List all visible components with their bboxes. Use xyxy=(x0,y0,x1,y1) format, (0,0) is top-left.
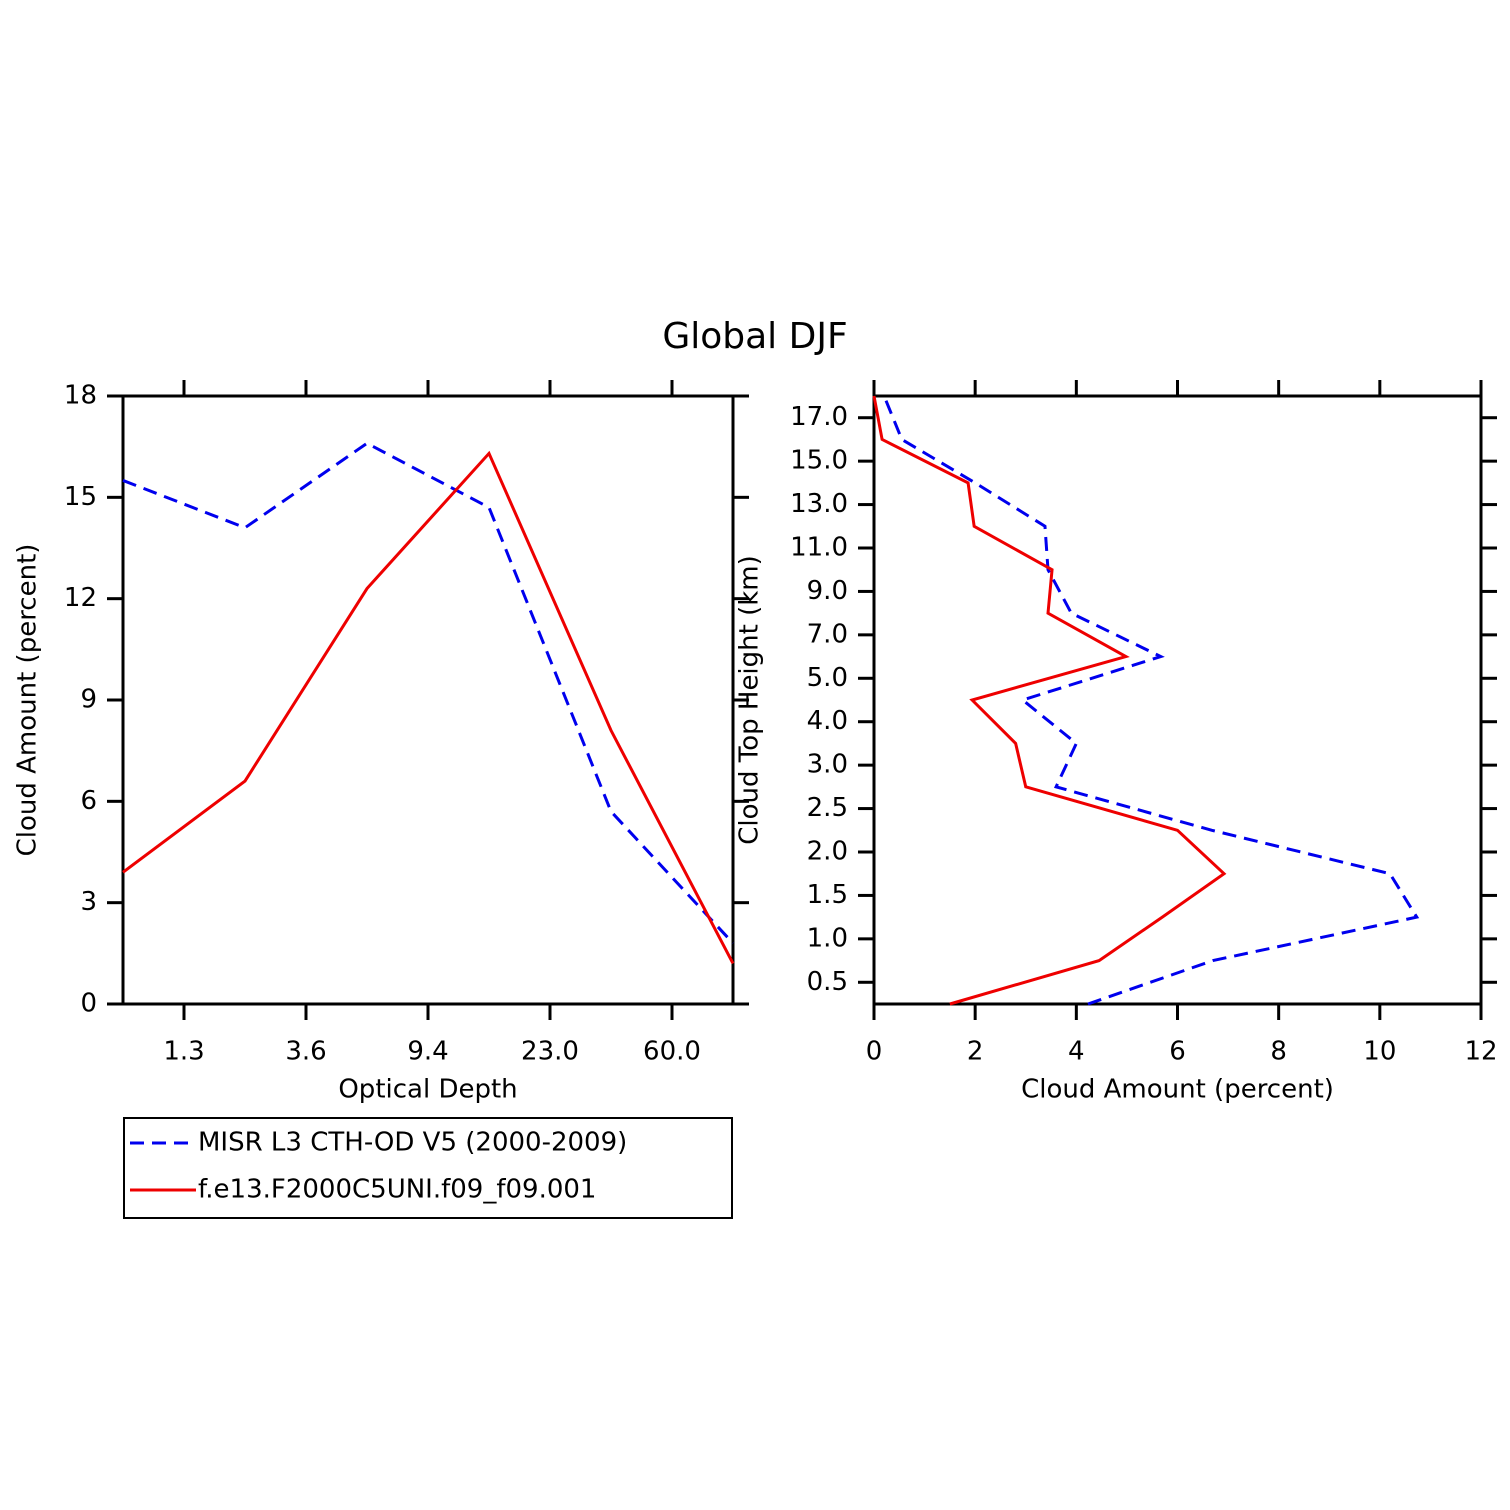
legend-label: f.e13.F2000C5UNI.f09_f09.001 xyxy=(198,1175,596,1205)
legend-box xyxy=(123,1117,733,1219)
y-tick-label: 0 xyxy=(80,989,97,1019)
y-tick-label: 4.0 xyxy=(807,706,848,736)
y-tick-label: 3 xyxy=(80,887,97,917)
y-tick-label: 2.5 xyxy=(807,793,848,823)
y-tick-label: 3.0 xyxy=(807,750,848,780)
plot-frame xyxy=(872,394,1483,1006)
legend-label: MISR L3 CTH-OD V5 (2000-2009) xyxy=(198,1128,627,1158)
x-tick-label: 1.3 xyxy=(163,1037,204,1067)
y-axis-label: Cloud Amount (percent) xyxy=(13,544,43,857)
y-axis-label: Cloud Top Height (km) xyxy=(735,555,765,845)
y-tick-label: 5.0 xyxy=(807,663,848,693)
y-tick-label: 9 xyxy=(80,685,97,715)
y-tick-label: 18 xyxy=(64,381,97,411)
y-tick-label: 13.0 xyxy=(790,489,848,519)
y-tick-label: 7.0 xyxy=(807,619,848,649)
y-tick-label: 9.0 xyxy=(807,576,848,606)
figure-title: Global DJF xyxy=(662,316,847,357)
series-line xyxy=(122,441,735,945)
x-tick-label: 6 xyxy=(1169,1037,1186,1067)
series-line xyxy=(882,395,1420,1006)
x-axis-label: Optical Depth xyxy=(338,1075,517,1105)
y-tick-label: 2.0 xyxy=(807,837,848,867)
series-line xyxy=(872,395,1227,1006)
y-tick-label: 15.0 xyxy=(790,446,848,476)
y-tick-label: 11.0 xyxy=(790,533,848,563)
y-tick-label: 1.0 xyxy=(807,923,848,953)
y-tick-label: 15 xyxy=(64,482,97,512)
series-line xyxy=(122,450,735,965)
plot-frame xyxy=(121,394,735,1006)
x-tick-label: 10 xyxy=(1363,1037,1396,1067)
x-axis-label: Cloud Amount (percent) xyxy=(1021,1075,1334,1105)
y-tick-label: 0.5 xyxy=(807,967,848,997)
y-tick-label: 6 xyxy=(80,786,97,816)
x-tick-label: 12 xyxy=(1464,1037,1497,1067)
x-tick-label: 4 xyxy=(1068,1037,1085,1067)
x-tick-label: 9.4 xyxy=(407,1037,448,1067)
x-tick-label: 3.6 xyxy=(285,1037,326,1067)
y-tick-label: 12 xyxy=(64,583,97,613)
x-tick-label: 0 xyxy=(866,1037,883,1067)
x-tick-label: 8 xyxy=(1270,1037,1287,1067)
x-tick-label: 60.0 xyxy=(643,1037,701,1067)
x-tick-label: 23.0 xyxy=(521,1037,579,1067)
y-tick-label: 1.5 xyxy=(807,880,848,910)
x-tick-label: 2 xyxy=(967,1037,984,1067)
y-tick-label: 17.0 xyxy=(790,402,848,432)
